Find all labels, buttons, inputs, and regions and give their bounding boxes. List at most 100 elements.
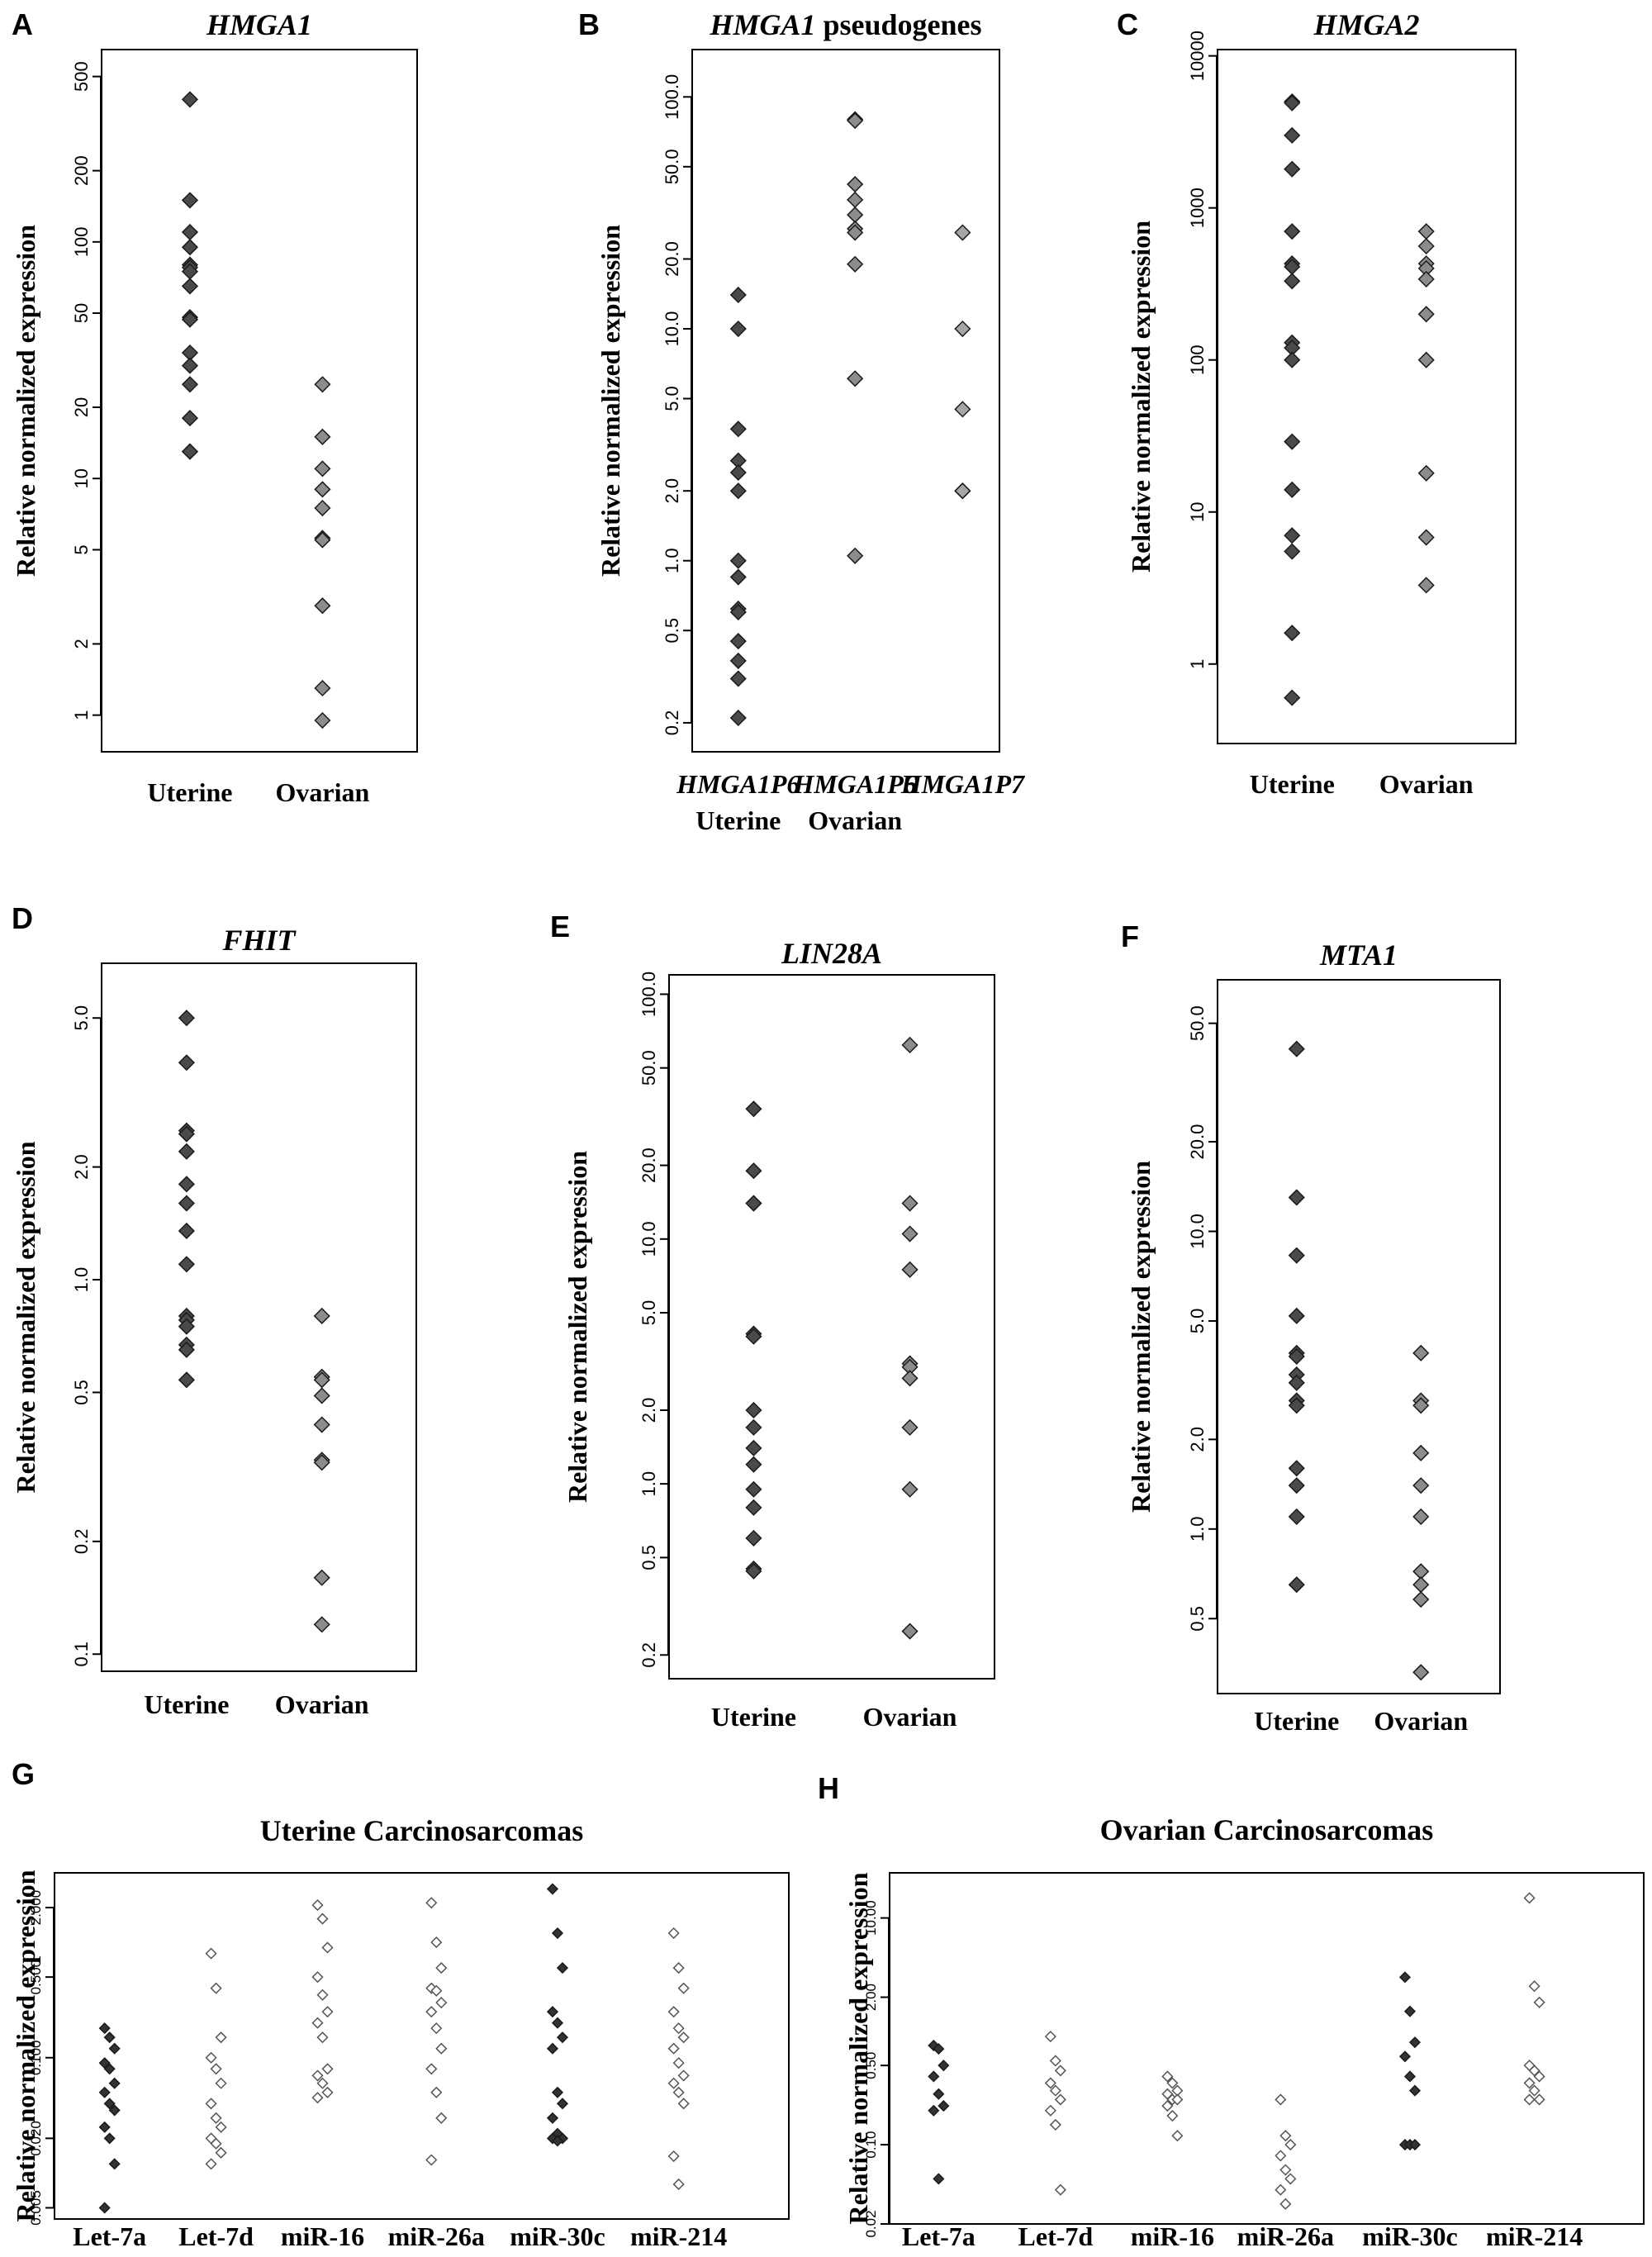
data-point (745, 1162, 762, 1180)
data-point (933, 2088, 945, 2100)
data-point (1054, 2065, 1066, 2077)
y-tick-label: 1.0 (662, 548, 682, 573)
data-point (205, 2158, 217, 2170)
data-point (321, 2006, 334, 2018)
data-point (314, 597, 331, 615)
y-tick-label: 10 (1187, 501, 1208, 521)
data-point (546, 2042, 559, 2055)
data-point (181, 223, 199, 241)
data-point (1054, 2183, 1066, 2196)
data-point (108, 2158, 121, 2170)
data-point (178, 1054, 195, 1071)
y-tick-label: 10.0 (662, 311, 682, 347)
data-point (314, 481, 331, 498)
chart-title: Ovarian Carcinosarcomas (1100, 1813, 1434, 1846)
y-tick-label: 100.0 (638, 972, 659, 1017)
category-label: Let-7d (1018, 2221, 1094, 2251)
data-point (847, 547, 864, 564)
plot-frame (668, 974, 995, 1680)
data-point (178, 1371, 195, 1389)
data-point (1288, 1347, 1305, 1365)
chart-title: Uterine Carcinosarcomas (260, 1814, 584, 1847)
y-tick-label: 0.50 (863, 2052, 879, 2079)
data-point (313, 1616, 330, 1633)
y-tick-label: 2.00 (863, 1984, 879, 2011)
data-point (1284, 160, 1301, 178)
data-point (677, 2031, 690, 2044)
data-point (1533, 2070, 1545, 2083)
data-point (729, 421, 747, 438)
data-point (314, 679, 331, 697)
data-point (928, 2070, 940, 2083)
data-point (215, 2146, 227, 2159)
category-label: Uterine (711, 1702, 796, 1732)
data-point (314, 428, 331, 445)
data-point (313, 1569, 330, 1586)
category-label: miR-214 (630, 2221, 727, 2251)
data-point (1288, 1307, 1305, 1324)
data-point (745, 1328, 762, 1345)
y-tick-label: 0.020 (28, 2121, 44, 2156)
y-tick-label: 20.0 (1187, 1124, 1208, 1160)
data-point (178, 1222, 195, 1240)
y-tick-label: 1.0 (638, 1471, 659, 1497)
y-tick-label: 5 (71, 544, 92, 554)
data-point (178, 1176, 195, 1193)
panel-letter: B (578, 7, 600, 41)
chart-title: MTA1 (1319, 938, 1398, 972)
data-point (430, 2022, 443, 2035)
data-point (901, 1261, 919, 1278)
y-tick-label: 0.500 (28, 1960, 44, 1995)
panel-h: H Ovarian Carcinosarcomas 0.02 0.10 0.50 2.00… (818, 1771, 1645, 2251)
data-point (1412, 1590, 1430, 1608)
chart-title: HMGA2 (1313, 8, 1419, 41)
y-tick-label: 10.0 (638, 1221, 659, 1257)
data-point (1528, 2084, 1540, 2097)
y-tick-label: 100 (71, 226, 92, 257)
data-point (1533, 1996, 1545, 2008)
chart-title: HMGA1 (206, 8, 312, 41)
data-point (901, 1225, 919, 1243)
data-point (1161, 2070, 1174, 2083)
data-point (98, 2022, 111, 2035)
data-point (316, 1913, 329, 1925)
data-point (181, 192, 199, 209)
y-tick-label: 0.2 (662, 710, 682, 736)
data-point (311, 2092, 324, 2104)
data-point (210, 1982, 222, 1994)
data-point (108, 2104, 121, 2117)
y-tick-label: 50 (71, 303, 92, 323)
data-point (1417, 306, 1435, 323)
data-point (1412, 1444, 1430, 1461)
data-point (938, 2100, 950, 2112)
data-point (314, 460, 331, 478)
data-point (178, 1256, 195, 1273)
y-tick-label: 500 (71, 61, 92, 92)
category-label: Ovarian (276, 777, 370, 807)
data-point (729, 652, 747, 669)
data-point (316, 1989, 329, 2001)
data-point (178, 1318, 195, 1335)
data-point (1279, 2164, 1292, 2176)
category-label: Ovarian (808, 805, 902, 835)
data-point (1417, 529, 1435, 546)
data-point (729, 633, 747, 650)
data-point (1288, 1477, 1305, 1494)
data-point (321, 1941, 334, 1954)
data-point (556, 1962, 569, 1974)
data-point (435, 2042, 448, 2055)
data-point (847, 255, 864, 273)
y-tick-label: 10.0 (1187, 1214, 1208, 1249)
category-label: miR-214 (1486, 2221, 1583, 2251)
y-tick-label: 2.000 (28, 1890, 44, 1926)
y-tick-label: 0.100 (28, 2040, 44, 2075)
category-label: Uterine (1250, 769, 1335, 799)
data-point (103, 2132, 116, 2145)
y-tick-label: 2.0 (662, 478, 682, 504)
data-point (938, 2060, 950, 2072)
category-label: Uterine (144, 1689, 229, 1719)
data-point (430, 1984, 443, 1997)
data-point (1275, 2093, 1287, 2106)
data-point (430, 1936, 443, 1949)
data-point (425, 2006, 438, 2018)
